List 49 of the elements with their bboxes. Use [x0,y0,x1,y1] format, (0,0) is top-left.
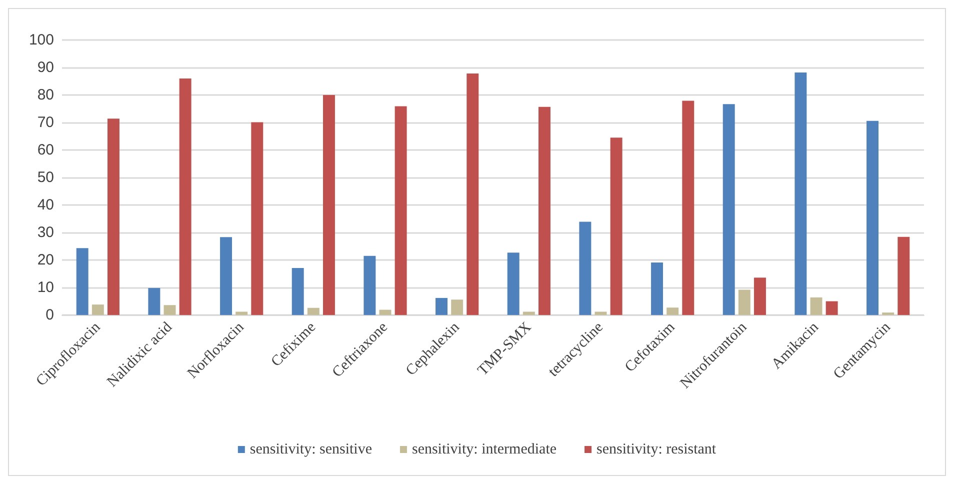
bar [579,222,592,315]
bar [236,312,248,315]
bar [322,95,335,315]
legend-label: sensitivity: intermediate [412,442,557,458]
bar [682,100,694,315]
bar [810,297,822,315]
y-tick-label: 100 [28,32,54,48]
y-tick-label: 30 [37,224,54,241]
y-tick-label: 0 [46,306,54,324]
y-tick-label: 10 [37,279,54,296]
bar [307,308,320,315]
bar [179,78,192,315]
bar [107,118,120,315]
y-tick-label: 90 [37,59,54,76]
bar [436,298,448,315]
bar [220,237,232,315]
bar [826,301,838,315]
bar [164,305,176,315]
bar [538,106,550,315]
bar [610,138,622,315]
y-tick-label: 80 [37,86,54,104]
bar [898,236,910,315]
y-tick-label: 20 [37,252,54,268]
bar [666,308,679,315]
bar [738,290,750,315]
bar [466,74,479,315]
y-tick-label: 70 [37,114,54,131]
bar [794,72,807,315]
bar [594,312,607,315]
y-tick-label: 60 [37,142,54,158]
bar [507,252,520,315]
y-tick-label: 40 [37,196,54,214]
bar [92,304,104,315]
bar [148,288,160,315]
bar [379,310,392,315]
bar [722,104,735,315]
bar [251,122,264,315]
bar [522,312,535,315]
bar [754,278,766,315]
bar [651,262,664,315]
y-tick-label: 50 [37,169,54,186]
bar [364,256,376,315]
bar [292,268,304,315]
bar [394,106,407,315]
bar [451,300,464,315]
bar [866,120,879,315]
bar [76,248,88,315]
legend-label: sensitivity: sensitive [250,442,372,458]
legend-label: sensitivity: resistant [596,442,717,458]
